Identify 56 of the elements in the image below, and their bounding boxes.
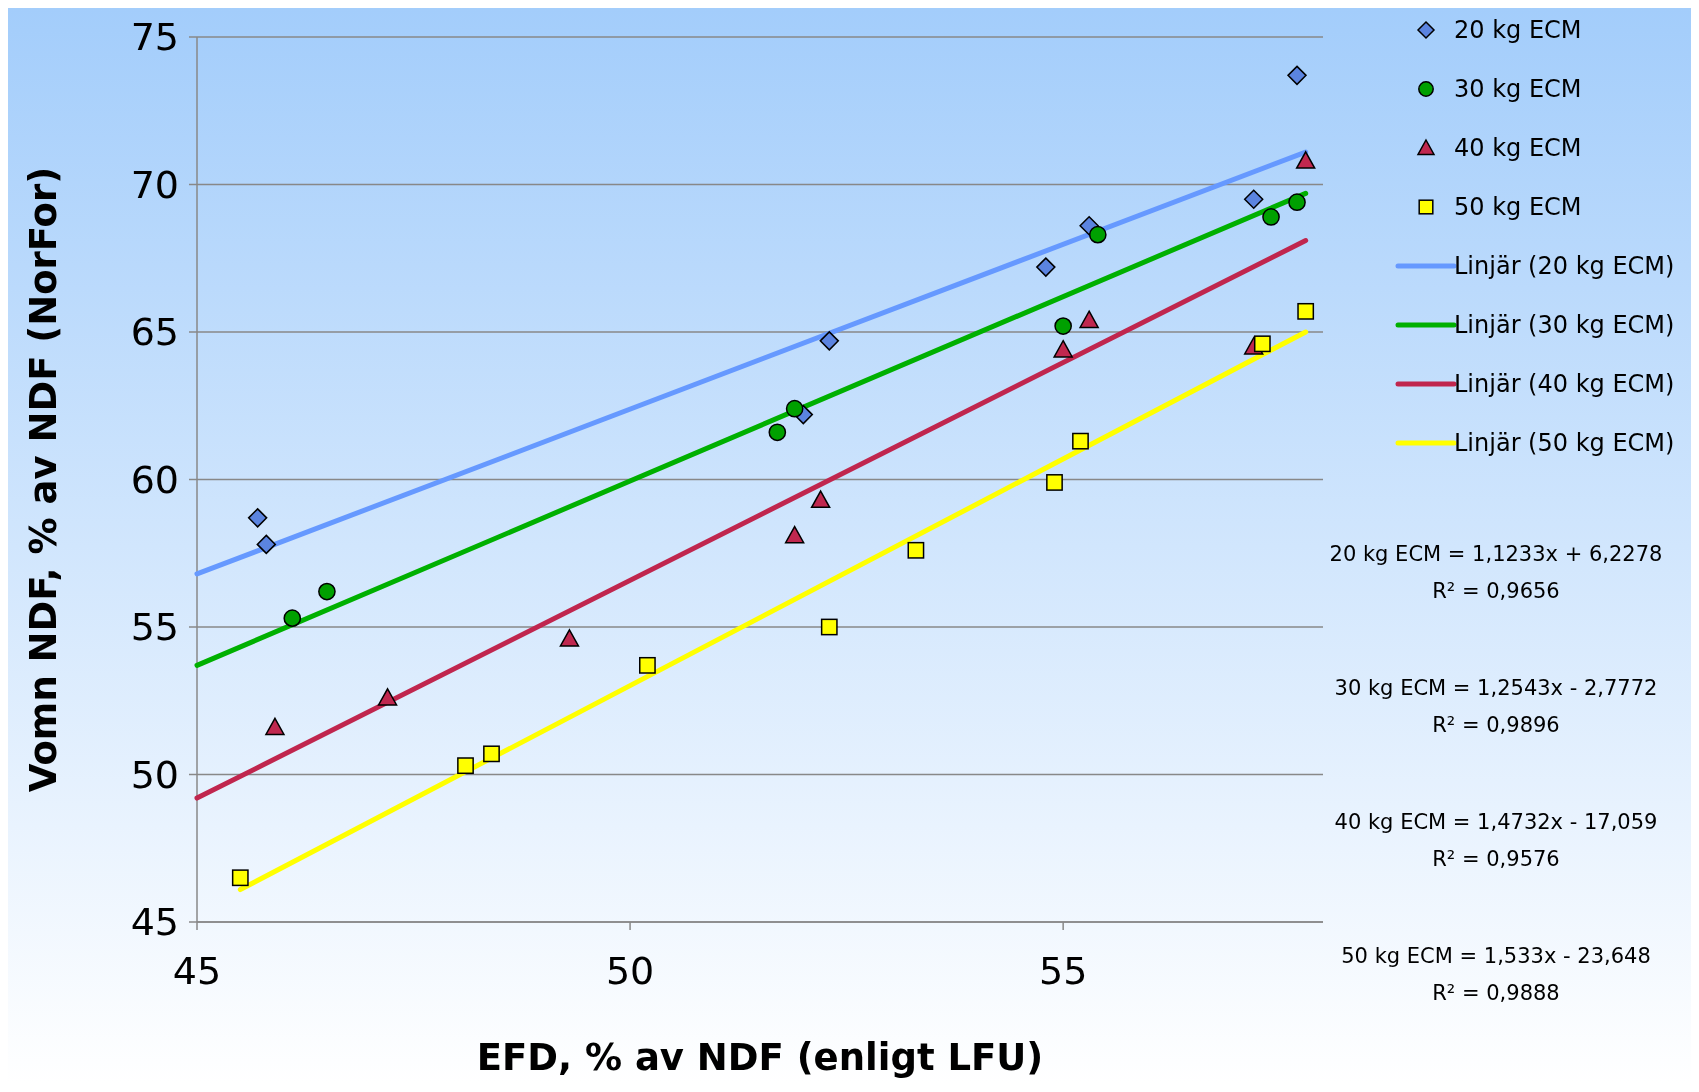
y-tick-label: 65: [130, 310, 179, 354]
y-tick-label: 70: [130, 162, 179, 207]
x-tick-label: 45: [172, 949, 222, 993]
text: 50 kg ECM = 1,533x - 23,648 R² = 0,9888: [1341, 944, 1651, 1005]
legend-label: 40 kg ECM: [1454, 134, 1582, 162]
y-tick-label: 75: [130, 15, 179, 59]
point: [1243, 189, 1264, 209]
point: [1053, 339, 1073, 358]
point: [1046, 474, 1063, 491]
point: [483, 745, 500, 763]
legend-label: 20 kg ECM: [1454, 16, 1582, 44]
point: [265, 717, 285, 736]
text: 30 kg ECM = 1,2543x - 2,7772 R² = 0,9896: [1334, 676, 1658, 737]
text: 40 kg ECM = 1,4732x - 17,059 R² = 0,9576: [1334, 810, 1658, 871]
point: [1036, 257, 1056, 277]
point: [639, 656, 656, 674]
point: [768, 423, 787, 442]
point: [247, 508, 268, 528]
point: [1253, 335, 1271, 353]
legend-label: Linjär (50 kg ECM): [1454, 429, 1675, 457]
point: [283, 609, 302, 627]
point: [1088, 225, 1107, 244]
point: [377, 688, 398, 706]
point: [318, 582, 336, 601]
y-tick-label: 45: [130, 900, 179, 944]
legend-label: Linjär (40 kg ECM): [1454, 370, 1675, 398]
point: [1054, 317, 1072, 335]
point: [1297, 302, 1315, 320]
point: [559, 629, 580, 647]
point: [1295, 151, 1316, 169]
y-tick-label: 60: [130, 457, 179, 502]
point: [784, 525, 805, 544]
legend-label: Linjär (30 kg ECM): [1454, 311, 1675, 339]
point: [256, 534, 277, 555]
point: [785, 399, 804, 418]
point: [819, 331, 840, 351]
point: [907, 541, 925, 559]
y-tick-label: 50: [130, 752, 179, 797]
point: [1287, 65, 1307, 86]
point: [1072, 432, 1089, 450]
point: [231, 869, 249, 887]
point: [1079, 310, 1099, 329]
text: 20 kg ECM = 1,1233x + 6,2278 R² = 0,9656: [1329, 542, 1663, 603]
point: [457, 757, 474, 775]
x-axis-title: EFD, % av NDF (enligt LFU): [476, 1036, 1044, 1079]
x-tick-label: 50: [605, 949, 655, 993]
point: [820, 618, 838, 636]
y-axis-title: Vomn NDF, % av NDF (NorFor): [22, 166, 65, 793]
point: [810, 490, 831, 509]
y-tick-label: 55: [130, 605, 179, 649]
point: [1288, 193, 1306, 212]
point: [1262, 208, 1280, 226]
legend-label: Linjär (20 kg ECM): [1454, 252, 1675, 280]
x-tick-label: 55: [1038, 949, 1088, 993]
legend-label: 50 kg ECM: [1454, 193, 1582, 221]
legend-label: 30 kg ECM: [1454, 75, 1582, 103]
